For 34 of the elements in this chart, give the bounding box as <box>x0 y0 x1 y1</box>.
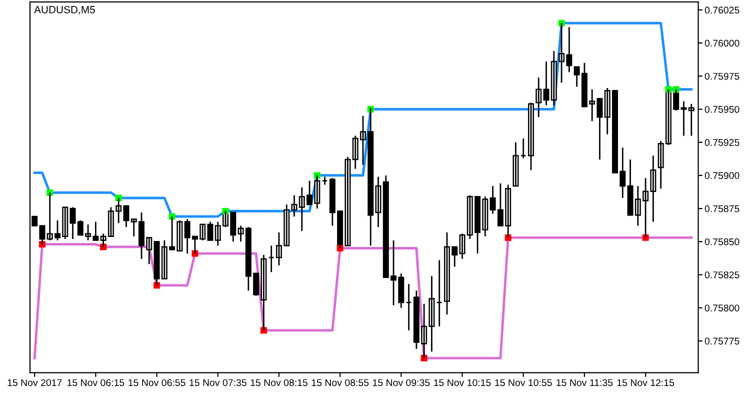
candlestick <box>406 283 412 332</box>
point <box>642 234 649 241</box>
point <box>192 250 198 257</box>
candlestick <box>322 176 328 186</box>
y-tick-label: 0.75900 <box>704 172 740 180</box>
x-tick-label: 15 Nov 10:55 <box>495 379 552 386</box>
y-tick-label: 0.76025 <box>704 6 740 14</box>
x-tick-label: 15 Nov 06:55 <box>128 379 186 386</box>
point <box>558 20 565 26</box>
y-tick-label: 0.75975 <box>704 72 740 80</box>
y-tick-label: 0.75875 <box>704 205 740 212</box>
point <box>222 208 229 214</box>
x-tick-label: 15 Nov 10:15 <box>434 379 491 386</box>
candlestick <box>520 138 526 159</box>
x-tick-label: 15 Nov 08:15 <box>250 379 308 386</box>
x-tick-label: 15 Nov 09:35 <box>372 379 430 386</box>
y-tick-label: 0.75850 <box>704 238 740 246</box>
x-tick-label: 15 Nov 08:55 <box>312 379 369 386</box>
candlestick <box>268 244 274 273</box>
y-tick-label: 0.75925 <box>704 139 740 146</box>
x-tick-label: 15 Nov 06:15 <box>68 379 124 386</box>
x-tick-label: 15 Nov 11:35 <box>556 379 613 386</box>
point <box>665 86 672 93</box>
chart-title: AUDUSD,M5 <box>34 6 95 15</box>
x-tick-label: 15 Nov 07:35 <box>190 379 246 386</box>
x-tick-label: 15 Nov 12:15 <box>617 379 674 386</box>
y-tick-label: 0.75800 <box>704 304 740 312</box>
y-tick-label: 0.75775 <box>704 338 740 345</box>
y-tick-label: 0.75825 <box>704 271 740 278</box>
y-tick-label: 0.76000 <box>704 40 740 47</box>
point <box>168 213 176 220</box>
candlestick <box>436 259 442 328</box>
x-tick-label: 15 Nov 2017 <box>8 379 62 386</box>
y-tick-label: 0.75950 <box>704 106 740 113</box>
